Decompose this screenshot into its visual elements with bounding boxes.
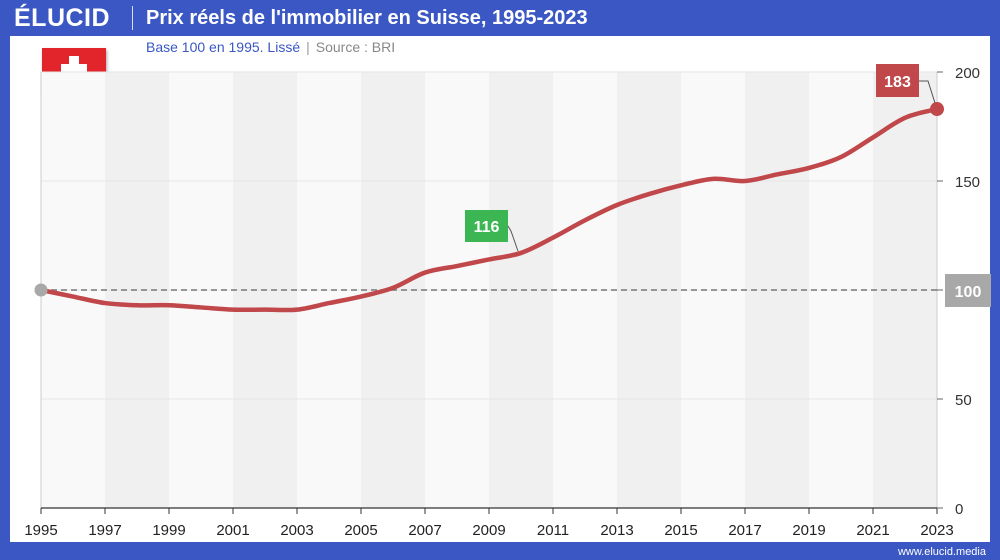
subtitle-source: Source : BRI [315, 39, 396, 55]
leader-183 [919, 80, 936, 104]
x-tick-label: 2021 [856, 522, 889, 539]
x-tick-label: 2011 [537, 522, 569, 539]
label-100-box [945, 274, 991, 307]
x-tick-label: 2017 [728, 522, 761, 539]
x-tick-label: 2007 [408, 522, 441, 539]
x-tick-label: 2009 [472, 522, 505, 539]
y-tick-label: 0 [955, 501, 963, 518]
y-tick-label: 150 [955, 174, 980, 191]
start-point [34, 283, 48, 297]
label-100: 100 [955, 284, 982, 301]
subtitle-base: Base 100 en 1995. Lissé [146, 39, 301, 55]
x-tick-label: 2019 [792, 522, 825, 539]
label-183-box [876, 64, 919, 97]
label-116: 116 [474, 219, 500, 236]
x-tick-label: 1997 [88, 522, 121, 539]
chart-subtitle: Base 100 en 1995. Lissé | Source : BRI [146, 39, 395, 55]
x-tick-label: 2015 [664, 522, 697, 539]
label-183: 183 [884, 74, 911, 91]
x-tick-label: 2023 [920, 522, 953, 539]
leader-116 [507, 225, 519, 252]
y-tick-label: 200 [955, 65, 980, 82]
x-tick-label: 1995 [24, 522, 57, 539]
header-bar: ÉLUCID Prix réels de l'immobilier en Sui… [0, 0, 1000, 36]
y-tick-label: 50 [955, 392, 972, 409]
x-tick-label: 2005 [344, 522, 377, 539]
chart-title: Prix réels de l'immobilier en Suisse, 19… [146, 7, 588, 29]
x-tick-label: 2013 [600, 522, 633, 539]
swiss-cross-icon [61, 56, 87, 82]
footer-site: www.elucid.media [897, 546, 986, 558]
end-point [930, 102, 944, 117]
subtitle-divider: | [306, 39, 310, 55]
label-116-box [465, 210, 508, 242]
series-line [38, 106, 940, 313]
brand-logo: ÉLUCID [14, 4, 111, 32]
x-tick-label: 1999 [152, 522, 185, 539]
header-divider [132, 6, 133, 30]
x-tick-label: 2001 [216, 522, 249, 539]
x-tick-label: 2003 [280, 522, 313, 539]
